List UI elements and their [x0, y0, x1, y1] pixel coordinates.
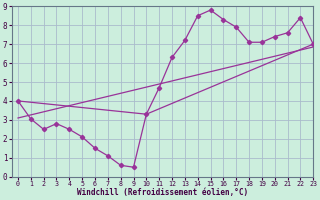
X-axis label: Windchill (Refroidissement éolien,°C): Windchill (Refroidissement éolien,°C)	[77, 188, 248, 197]
